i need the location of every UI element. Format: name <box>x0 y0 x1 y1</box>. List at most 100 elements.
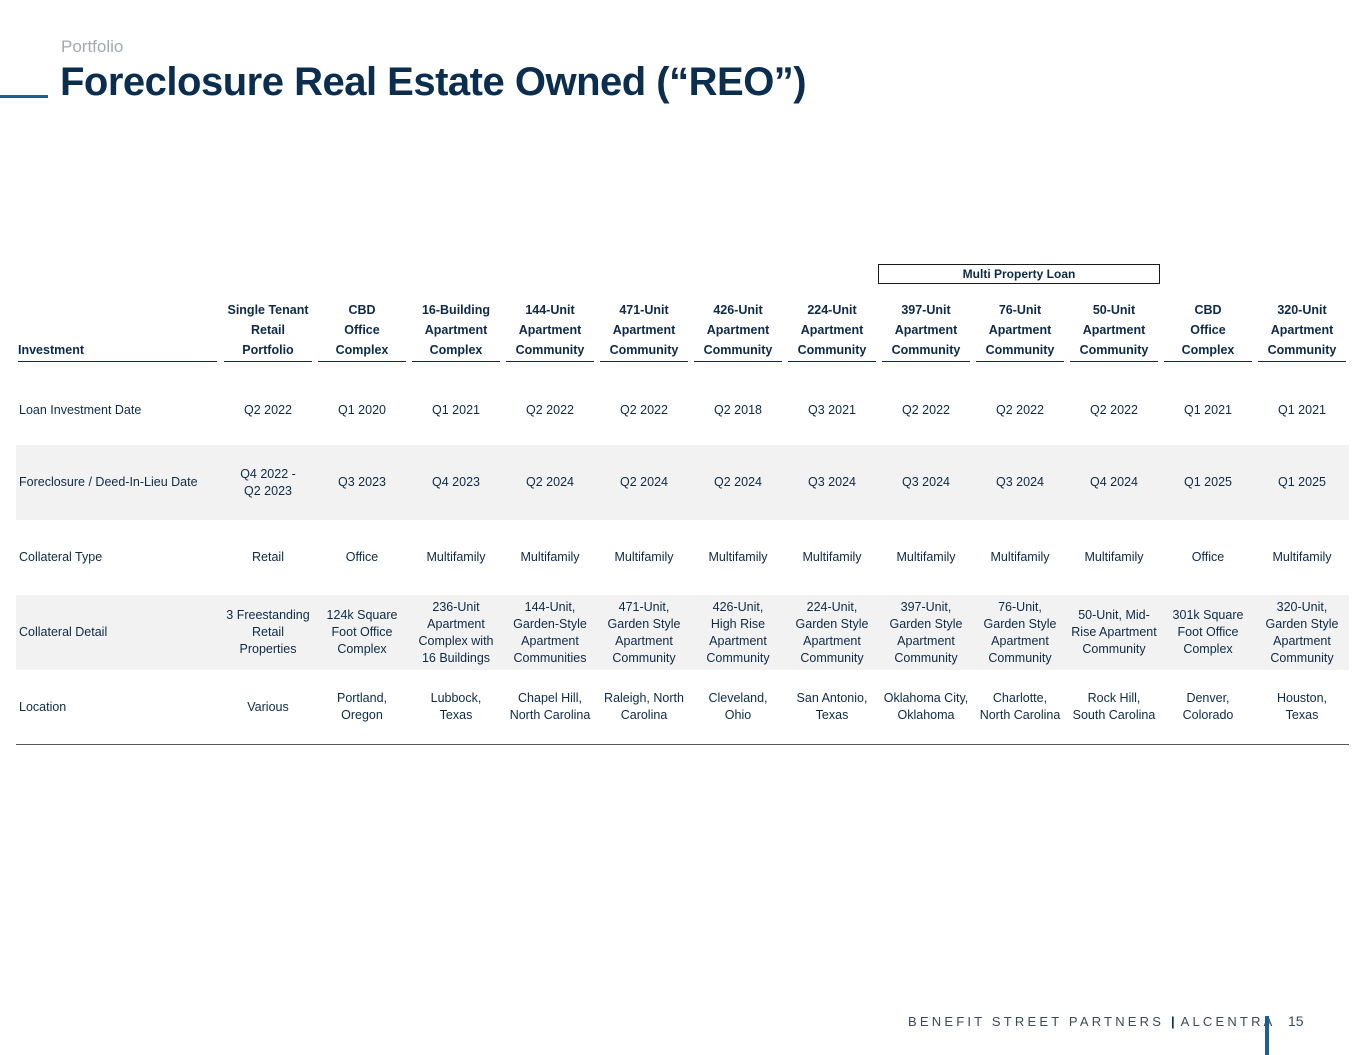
header-row: Investment Single Tenant Retail Portfolio… <box>16 300 1349 362</box>
column-header-label: 397-Unit Apartment Community <box>882 300 970 362</box>
table-cell: 426-Unit, High Rise Apartment Community <box>691 595 785 670</box>
multi-property-loan-label: Multi Property Loan <box>878 264 1160 284</box>
table-cell: Lubbock, Texas <box>409 670 503 745</box>
table-cell: Q3 2024 <box>973 445 1067 520</box>
table-cell: Cleveland, Ohio <box>691 670 785 745</box>
title-accent-line <box>0 95 48 98</box>
page-title: Foreclosure Real Estate Owned (“REO”) <box>60 60 807 104</box>
column-header-label: 320-Unit Apartment Community <box>1258 300 1346 362</box>
table-cell: Q4 2024 <box>1067 445 1161 520</box>
footer-accent-bar <box>1265 1016 1269 1055</box>
table-cell: Retail <box>252 550 284 564</box>
table-cell: 50-Unit, Mid- Rise Apartment Community <box>1067 595 1161 670</box>
table-cell: 124k Square Foot Office Complex <box>315 595 409 670</box>
row-label: Foreclosure / Deed-In-Lieu Date <box>16 445 221 520</box>
row-spacer <box>16 362 1349 375</box>
reo-table: Investment Single Tenant Retail Portfolio… <box>16 300 1349 745</box>
table-cell: Office <box>345 550 379 564</box>
column-header: Investment <box>16 300 221 362</box>
table-cell: Q2 2022 <box>902 402 950 417</box>
column-header-label: 426-Unit Apartment Community <box>694 300 782 362</box>
table-cell: Q2 2022 <box>244 402 292 417</box>
table-cell: San Antonio, Texas <box>785 670 879 745</box>
table-cell: Q2 2024 <box>597 445 691 520</box>
table-cell: 76-Unit, Garden Style Apartment Community <box>973 595 1067 670</box>
table-cell: Q1 2020 <box>338 402 386 417</box>
table-cell: Q2 2022 <box>526 402 574 417</box>
table-row: Location Various Portland, Oregon Lubbock, Te… <box>16 670 1349 745</box>
row-label: Location <box>16 670 221 745</box>
row-label: Collateral Type <box>19 550 103 564</box>
table-cell: Q1 2021 <box>1278 402 1326 417</box>
table-cell: Q2 2024 <box>691 445 785 520</box>
column-header: 320-Unit Apartment Community <box>1255 300 1349 362</box>
table-cell: Multifamily <box>990 550 1050 564</box>
column-header-label: 16-Building Apartment Complex <box>412 300 500 362</box>
table-row: Foreclosure / Deed-In-Lieu Date Q4 2022 -… <box>16 445 1349 520</box>
table-cell: Q2 2022 <box>620 402 668 417</box>
table-cell: Multifamily <box>802 550 862 564</box>
table-cell: Multifamily <box>1272 550 1332 564</box>
table-cell: Multifamily <box>426 550 486 564</box>
table-cell: 471-Unit, Garden Style Apartment Community <box>597 595 691 670</box>
table-cell: Q2 2022 <box>1090 402 1138 417</box>
table-cell: Q3 2024 <box>879 445 973 520</box>
column-header-label: 76-Unit Apartment Community <box>976 300 1064 362</box>
table-cell: Q3 2021 <box>808 402 856 417</box>
table-cell: Q1 2025 <box>1255 445 1349 520</box>
column-header: 224-Unit Apartment Community <box>785 300 879 362</box>
table-cell: Multifamily <box>1084 550 1144 564</box>
table-cell: Various <box>221 670 315 745</box>
table-cell: 397-Unit, Garden Style Apartment Community <box>879 595 973 670</box>
column-header: 426-Unit Apartment Community <box>691 300 785 362</box>
column-header-label: 144-Unit Apartment Community <box>506 300 594 362</box>
table-cell: Q3 2023 <box>315 445 409 520</box>
column-header-label: 50-Unit Apartment Community <box>1070 300 1158 362</box>
column-header-label: CBD Office Complex <box>1164 300 1252 362</box>
column-header: 471-Unit Apartment Community <box>597 300 691 362</box>
table-cell: Oklahoma City, Oklahoma <box>879 670 973 745</box>
brand-name: BENEFIT STREET PARTNERS <box>908 1014 1165 1029</box>
page-number: 15 <box>1288 1013 1304 1029</box>
table-cell: Multifamily <box>520 550 580 564</box>
table-cell: Multifamily <box>896 550 956 564</box>
column-header-label: 224-Unit Apartment Community <box>788 300 876 362</box>
table-cell: 301k Square Foot Office Complex <box>1161 595 1255 670</box>
table-cell: Q3 2024 <box>785 445 879 520</box>
table-cell: 320-Unit, Garden Style Apartment Community <box>1255 595 1349 670</box>
column-header-label: CBD Office Complex <box>318 300 406 362</box>
table-cell: Q1 2025 <box>1161 445 1255 520</box>
table-cell: 236-Unit Apartment Complex with 16 Building… <box>409 595 503 670</box>
column-header: 76-Unit Apartment Community <box>973 300 1067 362</box>
table-cell: Q2 2024 <box>503 445 597 520</box>
section-label: Portfolio <box>61 37 124 56</box>
table-cell: Q4 2022 - Q2 2023 <box>221 445 315 520</box>
table-cell: Charlotte, North Carolina <box>973 670 1067 745</box>
column-header-label: 471-Unit Apartment Community <box>600 300 688 362</box>
brand-separator: | <box>1170 1014 1175 1029</box>
table-cell: Office <box>1191 550 1225 564</box>
table-cell: Denver, Colorado <box>1161 670 1255 745</box>
table-cell: Rock Hill, South Carolina <box>1067 670 1161 745</box>
column-header: 50-Unit Apartment Community <box>1067 300 1161 362</box>
table-cell: 144-Unit, Garden-Style Apartment Communitie… <box>503 595 597 670</box>
footer-brand: BENEFIT STREET PARTNERS | ALCENTRA <box>908 1014 1276 1029</box>
column-header: 16-Building Apartment Complex <box>409 300 503 362</box>
table-cell: Portland, Oregon <box>315 670 409 745</box>
table-cell: Houston, Texas <box>1255 670 1349 745</box>
column-header-label: Single Tenant Retail Portfolio <box>224 300 312 362</box>
column-header-label: Investment <box>18 340 217 362</box>
table-body: Loan Investment Date Q2 2022 Q1 2020 Q1 202… <box>16 362 1349 745</box>
table-cell: Q4 2023 <box>409 445 503 520</box>
table-row: Loan Investment Date Q2 2022 Q1 2020 Q1 202… <box>16 375 1349 445</box>
table-cell: 3 Freestanding Retail Properties <box>221 595 315 670</box>
table-cell: Q1 2021 <box>432 402 480 417</box>
row-label: Loan Investment Date <box>19 402 142 417</box>
table-cell: Q1 2021 <box>1184 402 1232 417</box>
column-header: 144-Unit Apartment Community <box>503 300 597 362</box>
column-header: CBD Office Complex <box>315 300 409 362</box>
row-label: Collateral Detail <box>16 595 221 670</box>
table-cell: Q2 2018 <box>714 402 762 417</box>
table-cell: Multifamily <box>614 550 674 564</box>
table-cell: 224-Unit, Garden Style Apartment Community <box>785 595 879 670</box>
